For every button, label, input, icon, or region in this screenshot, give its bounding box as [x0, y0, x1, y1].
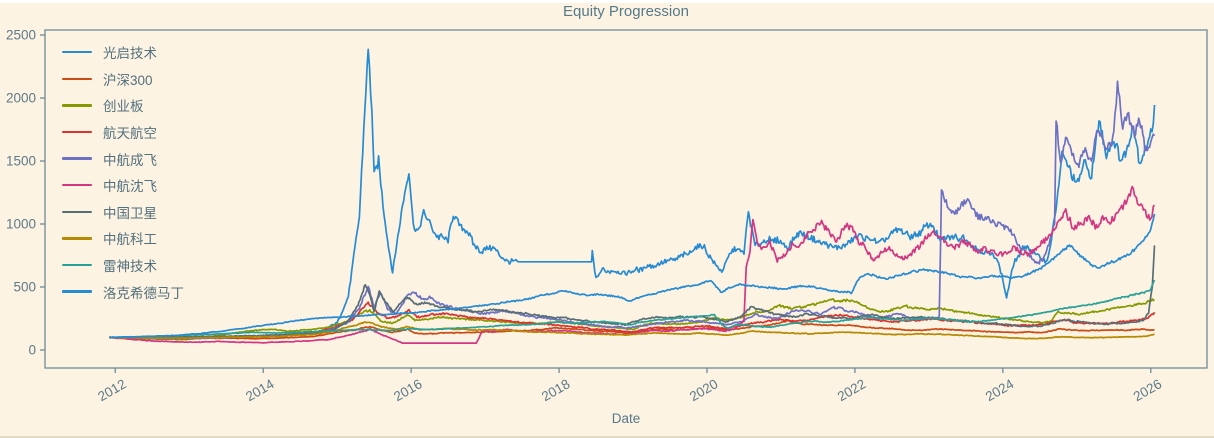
legend-line-swatch: [62, 184, 92, 187]
legend-label: 创业板: [103, 99, 144, 115]
series-line-1: [109, 48, 1156, 340]
legend-label: 洛克希德马丁: [103, 285, 184, 301]
legend-line-swatch: [62, 263, 92, 267]
x-tick-label: 2014: [243, 376, 277, 404]
legend-item: 洛克希德马丁: [62, 278, 184, 305]
y-tick-label: 2500: [6, 28, 36, 43]
legend-item: 中航成飞: [62, 145, 184, 172]
legend-label: 光启技术: [103, 46, 157, 62]
legend-label: 航天航空: [103, 126, 157, 142]
legend: 光启技术沪深300 创业板航天航空中航成飞中航沈飞中国卫星中航科工雷神技术洛克希德…: [62, 39, 184, 305]
x-tick-label: 2016: [391, 376, 425, 404]
legend-item: 中航科工: [62, 225, 184, 252]
legend-item: 中国卫星: [62, 199, 184, 226]
series-line-9: [109, 279, 1156, 339]
legend-label: 中航成飞: [103, 152, 157, 168]
legend-label: 沪深300: [103, 72, 153, 88]
window-top-strip: [0, 0, 1214, 3]
x-tick-label: 2026: [1131, 376, 1165, 404]
legend-item: 航天航空: [62, 119, 184, 146]
legend-line-swatch: [62, 290, 92, 293]
legend-item: 光启技术: [62, 39, 184, 66]
legend-line-swatch: [62, 210, 92, 214]
legend-label: 中航沈飞: [103, 179, 157, 195]
series-line-3: [109, 298, 1156, 341]
legend-item: 创业板: [62, 92, 184, 119]
chart-title: Equity Progression: [563, 3, 689, 20]
series-line-2: [109, 319, 1155, 340]
y-tick-label: 2000: [6, 91, 36, 106]
x-tick-label: 2020: [687, 376, 721, 404]
x-tick-label: 2012: [95, 376, 129, 404]
x-tick-label: 2018: [539, 376, 573, 404]
plot-frame: [44, 29, 1208, 369]
window-bottom-strip: [0, 436, 1214, 438]
x-axis-label: Date: [611, 411, 641, 426]
legend-label: 中国卫星: [103, 205, 157, 221]
legend-line-swatch: [62, 77, 92, 81]
legend-line-swatch: [62, 51, 92, 54]
series-line-6: [109, 185, 1156, 345]
y-tick-label: 1500: [6, 154, 36, 169]
y-tick-label: 1000: [6, 217, 36, 232]
x-tick-label: 2022: [835, 376, 869, 404]
series-line-10: [109, 213, 1156, 339]
y-tick-label: 0: [28, 342, 36, 357]
legend-line-swatch: [62, 157, 92, 160]
series-line-8: [109, 321, 1155, 340]
x-tick-label: 2024: [983, 376, 1017, 404]
legend-item: 雷神技术: [62, 252, 184, 279]
legend-item: 沪深300: [62, 66, 184, 93]
legend-line-swatch: [62, 130, 92, 134]
legend-item: 中航沈飞: [62, 172, 184, 199]
legend-line-swatch: [62, 104, 92, 107]
y-tick-label: 500: [13, 279, 36, 294]
legend-label: 雷神技术: [103, 259, 157, 275]
legend-line-swatch: [62, 237, 92, 240]
legend-label: 中航科工: [103, 232, 157, 248]
